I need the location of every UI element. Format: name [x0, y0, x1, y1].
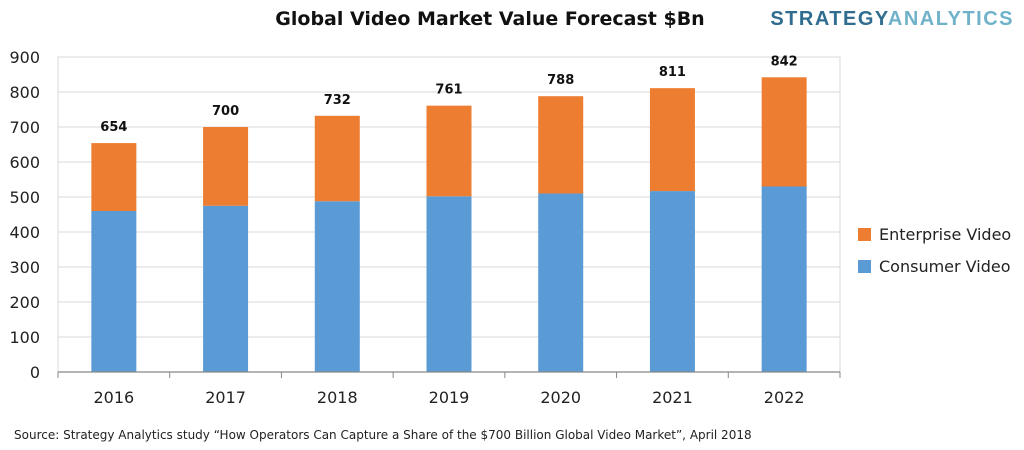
- bar-enterprise: [91, 143, 137, 211]
- legend: Enterprise Video Consumer Video: [858, 218, 1011, 282]
- bar-enterprise: [314, 115, 360, 202]
- brand-logo-part1: STRATEGY: [770, 8, 888, 30]
- x-tick-label: 2018: [317, 388, 358, 407]
- bar-enterprise: [426, 105, 472, 197]
- legend-swatch-consumer: [858, 259, 871, 273]
- legend-label-consumer: Consumer Video: [879, 256, 1011, 276]
- legend-label-enterprise: Enterprise Video: [879, 224, 1012, 244]
- bar-total-label: 700: [212, 104, 239, 119]
- bar-consumer: [203, 205, 249, 372]
- bar-consumer: [426, 196, 472, 372]
- bar-total-label: 788: [547, 73, 574, 88]
- bar-consumer: [649, 191, 695, 372]
- y-tick-label: 800: [9, 83, 40, 102]
- bar-consumer: [91, 211, 137, 372]
- y-tick-label: 100: [9, 328, 40, 347]
- x-tick-label: 2020: [540, 388, 581, 407]
- source-note: Source: Strategy Analytics study “How Op…: [14, 428, 752, 442]
- bar-consumer: [761, 186, 807, 372]
- y-tick-label: 200: [9, 293, 40, 312]
- x-tick-label: 2017: [205, 388, 246, 407]
- bar-enterprise: [203, 127, 249, 206]
- chart-title: Global Video Market Value Forecast $Bn: [275, 8, 705, 30]
- bar-consumer: [538, 193, 584, 372]
- y-tick-label: 300: [9, 258, 40, 277]
- legend-item-consumer: Consumer Video: [858, 250, 1011, 282]
- brand-logo: STRATEGYANALYTICS: [770, 8, 1014, 31]
- x-tick-label: 2019: [429, 388, 470, 407]
- bar-consumer: [314, 201, 360, 372]
- y-tick-label: 700: [9, 118, 40, 137]
- y-tick-label: 500: [9, 188, 40, 207]
- bar-total-label: 761: [435, 83, 462, 98]
- legend-swatch-enterprise: [858, 227, 871, 241]
- bar-total-label: 811: [659, 65, 686, 80]
- y-tick-label: 600: [9, 153, 40, 172]
- bar-enterprise: [538, 96, 584, 194]
- brand-logo-part2: ANALYTICS: [887, 8, 1014, 30]
- bar-enterprise: [761, 77, 807, 187]
- x-tick-label: 2016: [93, 388, 134, 407]
- bar-enterprise: [649, 88, 695, 192]
- bar-total-label: 732: [324, 93, 351, 108]
- bar-total-label: 842: [771, 54, 798, 69]
- legend-item-enterprise: Enterprise Video: [858, 218, 1011, 250]
- y-tick-label: 0: [30, 363, 40, 382]
- y-tick-label: 900: [9, 48, 40, 67]
- bar-total-label: 654: [100, 120, 127, 135]
- x-tick-label: 2022: [764, 388, 805, 407]
- x-tick-label: 2021: [652, 388, 693, 407]
- y-tick-label: 400: [9, 223, 40, 242]
